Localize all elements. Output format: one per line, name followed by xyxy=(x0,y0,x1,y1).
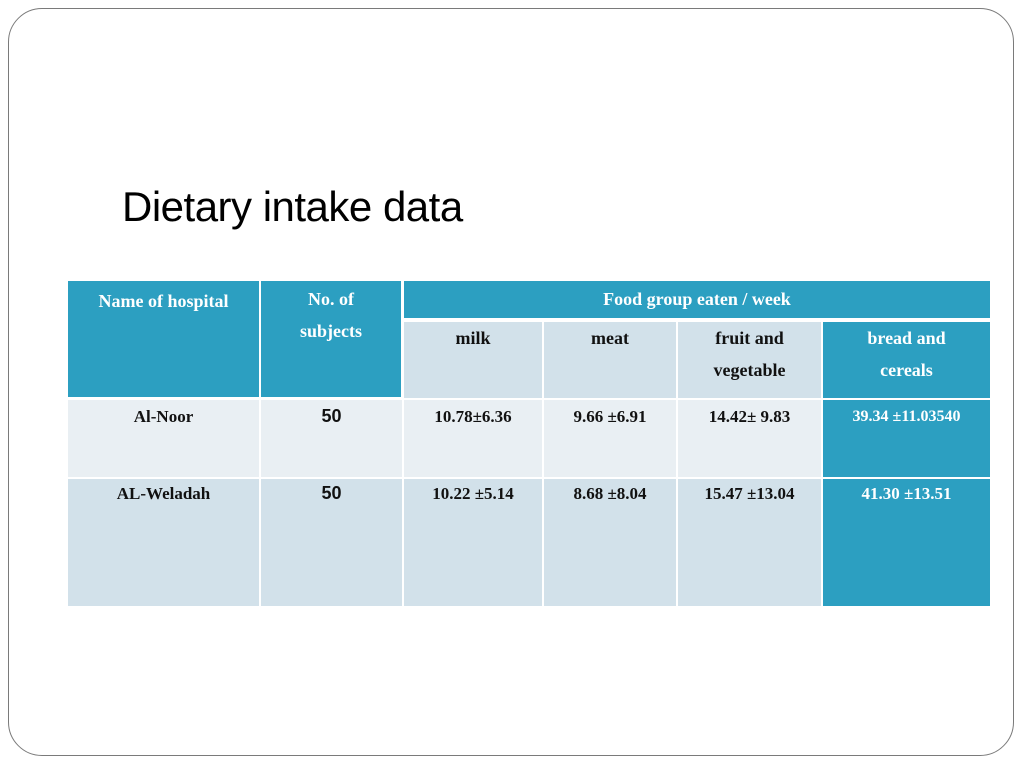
row1-milk: 10.78±6.36 xyxy=(404,400,542,477)
header-milk-label: milk xyxy=(455,328,491,348)
header-fruit-label: fruit and vegetable xyxy=(713,328,786,380)
row1-bread: 39.34 ±11.03540 xyxy=(823,400,990,477)
row2-bread-text: 41.30 ±13.51 xyxy=(861,484,952,503)
row2-meat: 8.68 ±8.04 xyxy=(544,479,676,606)
row2-hospital-text: AL-Weladah xyxy=(116,484,211,503)
header-hospital: Name of hospital xyxy=(68,281,259,397)
header-meat-label: meat xyxy=(591,328,629,348)
row2-subjects: 50 xyxy=(261,479,402,606)
dietary-intake-table: Name of hospital No. of subjects Food gr… xyxy=(68,281,990,606)
header-milk: milk xyxy=(404,322,542,398)
header-subjects: No. of subjects xyxy=(261,281,401,397)
row1-fruit-text: 14.42± 9.83 xyxy=(708,407,791,426)
header-food-group-label: Food group eaten / week xyxy=(603,289,791,309)
row2-fruit: 15.47 ±13.04 xyxy=(678,479,821,606)
slide-title: Dietary intake data xyxy=(122,183,463,230)
row2-fruit-text: 15.47 ±13.04 xyxy=(704,484,795,503)
row1-meat: 9.66 ±6.91 xyxy=(544,400,676,477)
row2-subjects-text: 50 xyxy=(321,483,342,503)
row2-meat-text: 8.68 ±8.04 xyxy=(573,484,647,503)
header-bread: bread and cereals xyxy=(823,322,990,398)
row2-milk: 10.22 ±5.14 xyxy=(404,479,542,606)
header-subjects-label: No. of subjects xyxy=(300,289,362,341)
row1-subjects-text: 50 xyxy=(321,406,342,426)
row2-hospital: AL-Weladah xyxy=(68,479,259,606)
header-meat: meat xyxy=(544,322,676,398)
header-bread-label: bread and cereals xyxy=(867,328,946,380)
row1-hospital: Al-Noor xyxy=(68,400,259,477)
row1-hospital-text: Al-Noor xyxy=(133,407,194,426)
header-food-group: Food group eaten / week xyxy=(404,281,990,318)
row1-fruit: 14.42± 9.83 xyxy=(678,400,821,477)
row1-milk-text: 10.78±6.36 xyxy=(434,407,512,426)
header-hospital-label: Name of hospital xyxy=(98,291,229,311)
header-fruit: fruit and vegetable xyxy=(678,322,821,398)
row1-meat-text: 9.66 ±6.91 xyxy=(573,407,647,426)
row2-bread: 41.30 ±13.51 xyxy=(823,479,990,606)
row2-milk-text: 10.22 ±5.14 xyxy=(432,484,514,503)
row1-bread-text: 39.34 ±11.03540 xyxy=(852,408,961,425)
row1-subjects: 50 xyxy=(261,400,402,477)
